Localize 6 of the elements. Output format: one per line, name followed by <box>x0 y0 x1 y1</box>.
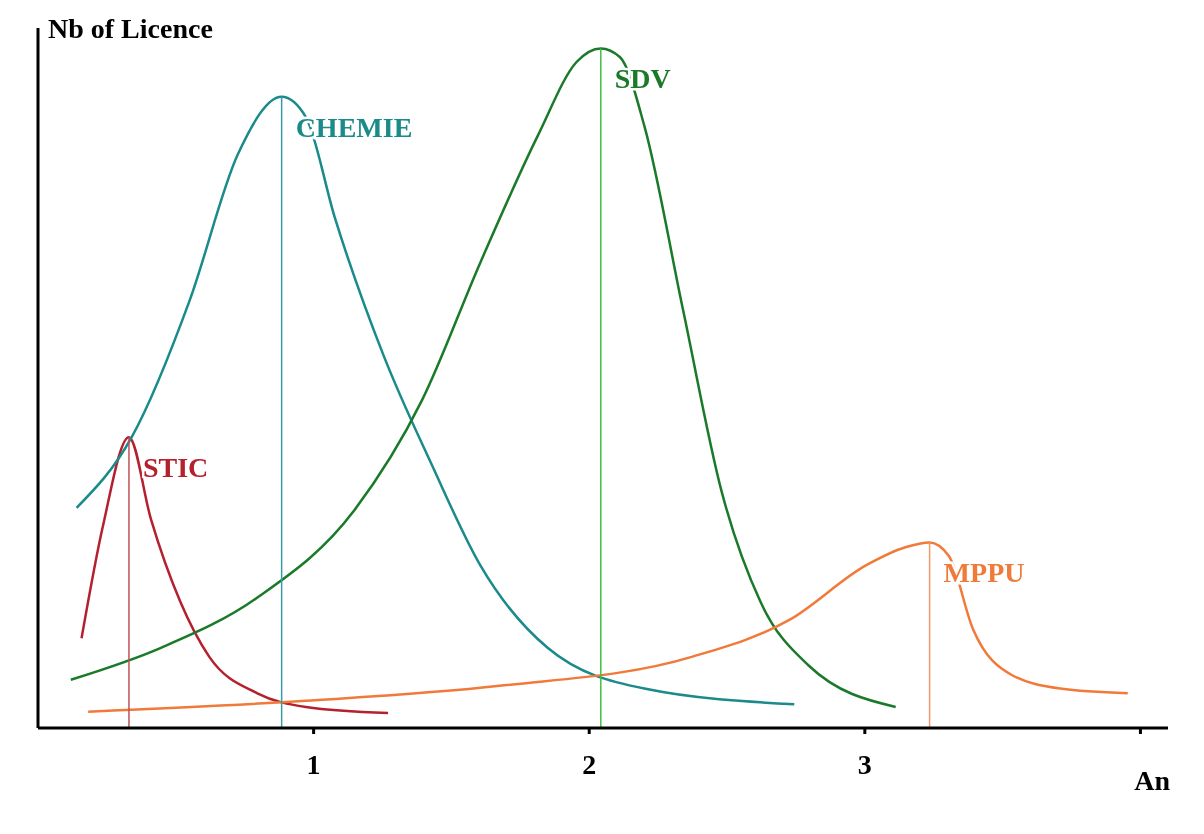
x-axis-title: An <box>1134 765 1171 796</box>
x-tick-label: 2 <box>582 748 597 780</box>
series-label: STIC <box>142 452 209 484</box>
x-tick-label: 1 <box>306 748 321 780</box>
x-tick-label: 3 <box>857 748 872 780</box>
y-axis-title: Nb of Licence <box>48 13 214 45</box>
